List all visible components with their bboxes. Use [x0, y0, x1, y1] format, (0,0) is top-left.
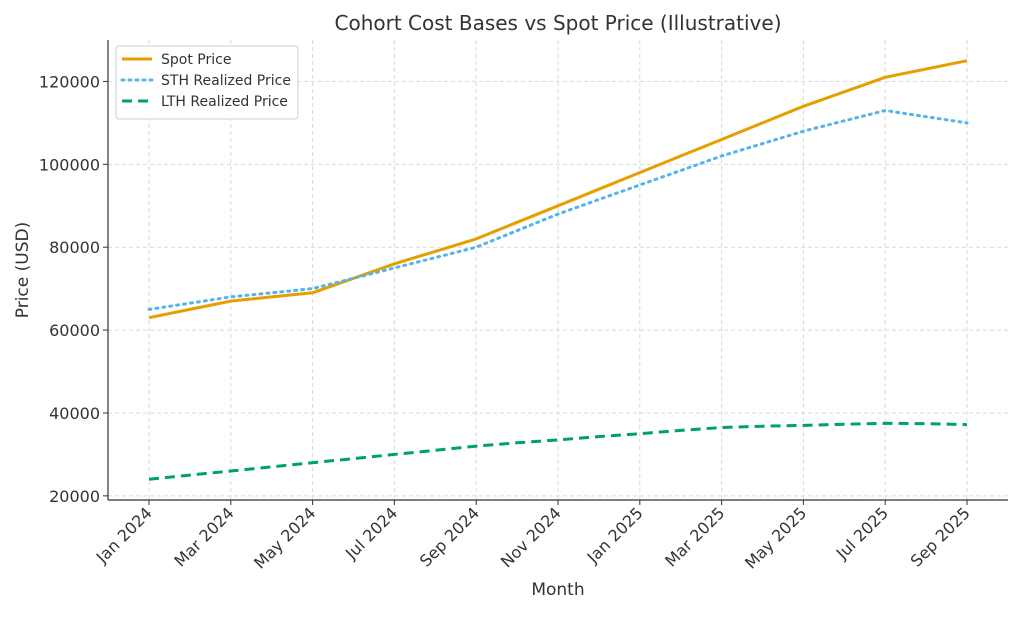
tick-labels: 20000 40000 60000 80000 100000 120000 Jan 2024…	[39, 72, 974, 572]
x-tick-label: Mar 2024	[170, 503, 237, 570]
chart-title: Cohort Cost Bases vs Spot Price (Illustr…	[335, 11, 782, 35]
x-tick-label: Sep 2024	[416, 503, 483, 570]
spot-price-line	[148, 59, 968, 320]
y-tick-label: 100000	[39, 155, 100, 174]
y-tick-label: 80000	[49, 238, 100, 257]
x-tick-label: May 2024	[250, 503, 319, 572]
x-tick-label: Jul 2025	[832, 503, 892, 563]
series-lines	[147, 59, 969, 481]
lth-realized-price-line	[148, 421, 968, 481]
y-tick-label: 60000	[49, 321, 100, 340]
x-axis-label: Month	[531, 580, 584, 600]
x-tick-label: May 2025	[741, 503, 810, 572]
x-tick-label: Jan 2024	[92, 503, 156, 567]
y-tick-label: 20000	[49, 487, 100, 506]
legend-frame	[115, 45, 299, 120]
y-axis-label: Price (USD)	[13, 222, 33, 318]
legend: Spot Price STH Realized Price LTH Realized…	[115, 45, 299, 120]
x-tick-label: Jan 2025	[583, 503, 647, 567]
x-tick-label: Mar 2025	[661, 503, 728, 570]
legend-label: LTH Realized Price	[161, 94, 288, 110]
legend-label: STH Realized Price	[161, 73, 291, 89]
axes	[103, 40, 1008, 505]
y-tick-label: 120000	[39, 72, 100, 91]
legend-label: Spot Price	[161, 52, 231, 68]
y-tick-label: 40000	[49, 404, 100, 423]
x-tick-label: Jul 2024	[341, 503, 401, 563]
x-tick-label: Nov 2024	[497, 503, 565, 571]
x-tick-label: Sep 2025	[907, 503, 974, 570]
sth-realized-price-line	[147, 109, 969, 311]
